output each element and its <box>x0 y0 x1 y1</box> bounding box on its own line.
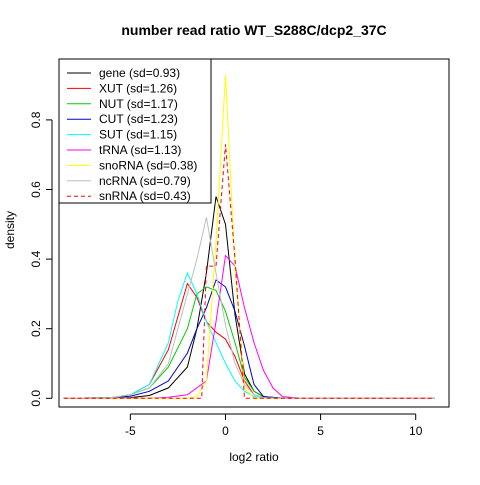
x-tick-label: 10 <box>409 424 423 438</box>
x-tick-label: 5 <box>317 424 324 438</box>
legend-entry: XUT (sd=1.26) <box>99 81 177 95</box>
legend-entry: tRNA (sd=1.13) <box>99 143 181 157</box>
legend-entry: CUT (sd=1.23) <box>99 112 178 126</box>
x-tick-label: -5 <box>125 424 136 438</box>
legend-entry: snoRNA (sd=0.38) <box>99 158 197 172</box>
series-line <box>63 74 435 399</box>
legend-entry: ncRNA (sd=0.79) <box>99 174 191 188</box>
plot-frame <box>58 58 450 408</box>
y-tick-label: 0.4 <box>29 250 43 267</box>
series-line <box>63 144 435 399</box>
series-line <box>63 271 435 399</box>
series-line <box>63 254 435 399</box>
series-line <box>63 196 435 399</box>
series-line <box>63 279 435 399</box>
x-axis-label: log2 ratio <box>229 450 279 464</box>
y-tick-label: 0.0 <box>29 390 43 407</box>
series-group <box>63 74 435 399</box>
legend-box <box>58 58 212 204</box>
x-tick-label: 0 <box>222 424 229 438</box>
y-tick-label: 0.2 <box>29 320 43 337</box>
legend-entry: SUT (sd=1.15) <box>99 128 177 142</box>
legend-entry: snRNA (sd=0.43) <box>99 189 191 203</box>
series-line <box>63 282 435 399</box>
y-axis-label: density <box>3 211 17 249</box>
legend-entry: NUT (sd=1.17) <box>99 97 178 111</box>
y-tick-label: 0.8 <box>29 111 43 128</box>
series-line <box>63 217 435 399</box>
legend-entry: gene (sd=0.93) <box>99 66 180 80</box>
y-tick-label: 0.6 <box>29 181 43 198</box>
chart-title: number read ratio WT_S288C/dcp2_37C <box>121 22 386 38</box>
